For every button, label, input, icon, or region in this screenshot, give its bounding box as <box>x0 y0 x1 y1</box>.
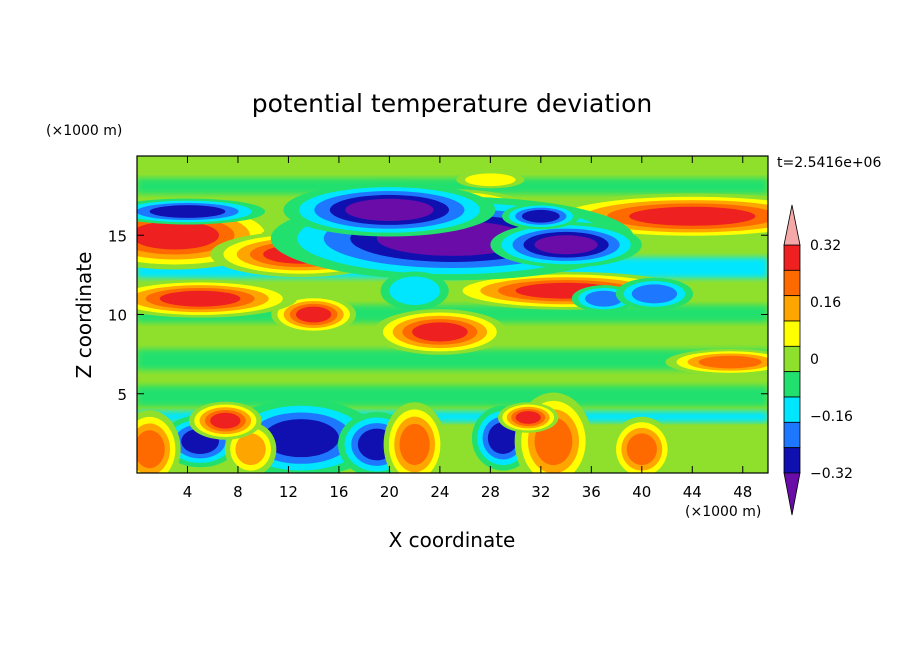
contour-level <box>631 284 678 304</box>
x-tick-label: 4 <box>183 483 193 501</box>
colorbar-top-arrow <box>783 204 801 246</box>
contour-level <box>585 290 623 307</box>
y-axis: 5 10 15 <box>108 227 768 404</box>
field-band <box>137 178 768 195</box>
colorbar: 0.32 0.16 0 −0.16 −0.32 <box>783 204 853 516</box>
contour-level <box>521 209 560 223</box>
time-label: t=2.5416e+06 <box>777 155 881 171</box>
contour-level <box>465 173 516 187</box>
x-tick-label: 16 <box>329 483 348 501</box>
x-tick-label: 24 <box>430 483 449 501</box>
contour-feature <box>137 279 297 318</box>
colorbar-bottom-arrow <box>783 472 801 516</box>
contour-level <box>698 355 762 369</box>
contour-feature <box>456 171 525 189</box>
contour-level <box>137 220 220 250</box>
x-tick-label: 28 <box>481 483 500 501</box>
contour-feature <box>383 402 446 473</box>
y-axis-label: Z coordinate <box>72 252 96 379</box>
contour-level <box>399 423 430 466</box>
contour-level <box>263 419 339 458</box>
contour-level <box>534 235 598 255</box>
x-axis: 4 8 12 16 20 24 28 32 36 40 44 48 <box>183 156 752 501</box>
colorbar-swatch <box>783 396 801 423</box>
field-band <box>137 349 768 370</box>
contour-feature <box>615 277 694 311</box>
contour-level <box>629 206 756 226</box>
chart-title: potential temperature deviation <box>252 89 652 118</box>
contour-feature <box>137 410 181 473</box>
colorbar-swatch <box>783 269 801 297</box>
contour-feature <box>373 309 507 355</box>
colorbar-swatch <box>783 295 801 322</box>
y-tick-label: 5 <box>117 386 127 404</box>
y-tick-label: 10 <box>108 307 127 325</box>
x-tick-label: 20 <box>380 483 399 501</box>
y-tick-label: 15 <box>108 227 127 245</box>
contour-level <box>296 306 332 323</box>
x-tick-label: 44 <box>683 483 702 501</box>
contour-level <box>389 276 440 305</box>
plot-area <box>137 156 768 473</box>
colorbar-tick-label: 0.16 <box>810 295 841 311</box>
contour-level <box>137 430 165 469</box>
x-tick-label: 48 <box>733 483 752 501</box>
contour-level <box>149 205 226 218</box>
contour-feature <box>490 221 642 268</box>
x-unit-label: (×1000 m) <box>685 504 761 520</box>
x-tick-label: 12 <box>279 483 298 501</box>
colorbar-swatch <box>783 345 801 373</box>
colorbar-tick-label: 0 <box>810 352 819 368</box>
contour-feature <box>502 203 580 230</box>
contour-feature <box>271 295 357 334</box>
x-tick-label: 8 <box>233 483 243 501</box>
contour-level <box>626 433 657 466</box>
colorbar-swatch <box>783 421 801 449</box>
contour-feature <box>137 198 266 225</box>
y-unit-label: (×1000 m) <box>46 123 122 139</box>
contour-feature <box>380 271 449 310</box>
colorbar-swatch <box>783 447 801 474</box>
colorbar-tick-label: 0.32 <box>810 238 841 254</box>
contour-feature <box>188 401 262 440</box>
x-tick-label: 40 <box>632 483 651 501</box>
contour-level <box>210 412 241 429</box>
contour-feature <box>283 183 496 237</box>
colorbar-tick-label: −0.32 <box>810 466 853 482</box>
x-tick-label: 36 <box>582 483 601 501</box>
contour-level <box>487 422 519 454</box>
contour-level <box>412 322 468 342</box>
x-axis-label: X coordinate <box>389 528 516 552</box>
contour-level <box>159 290 241 307</box>
x-tick-label: 32 <box>531 483 550 501</box>
contour-level <box>345 198 434 221</box>
contour-feature <box>665 349 768 376</box>
colorbar-swatch <box>783 244 801 271</box>
field-band <box>137 411 768 423</box>
contour-feature <box>610 416 673 473</box>
field-band <box>137 156 768 169</box>
contour-feature <box>497 402 559 433</box>
contour-level <box>515 411 541 424</box>
colorbar-tick-label: −0.16 <box>810 409 853 425</box>
colorbar-swatch <box>783 320 801 347</box>
colorbar-swatch <box>783 371 801 398</box>
contour-level <box>235 433 266 466</box>
